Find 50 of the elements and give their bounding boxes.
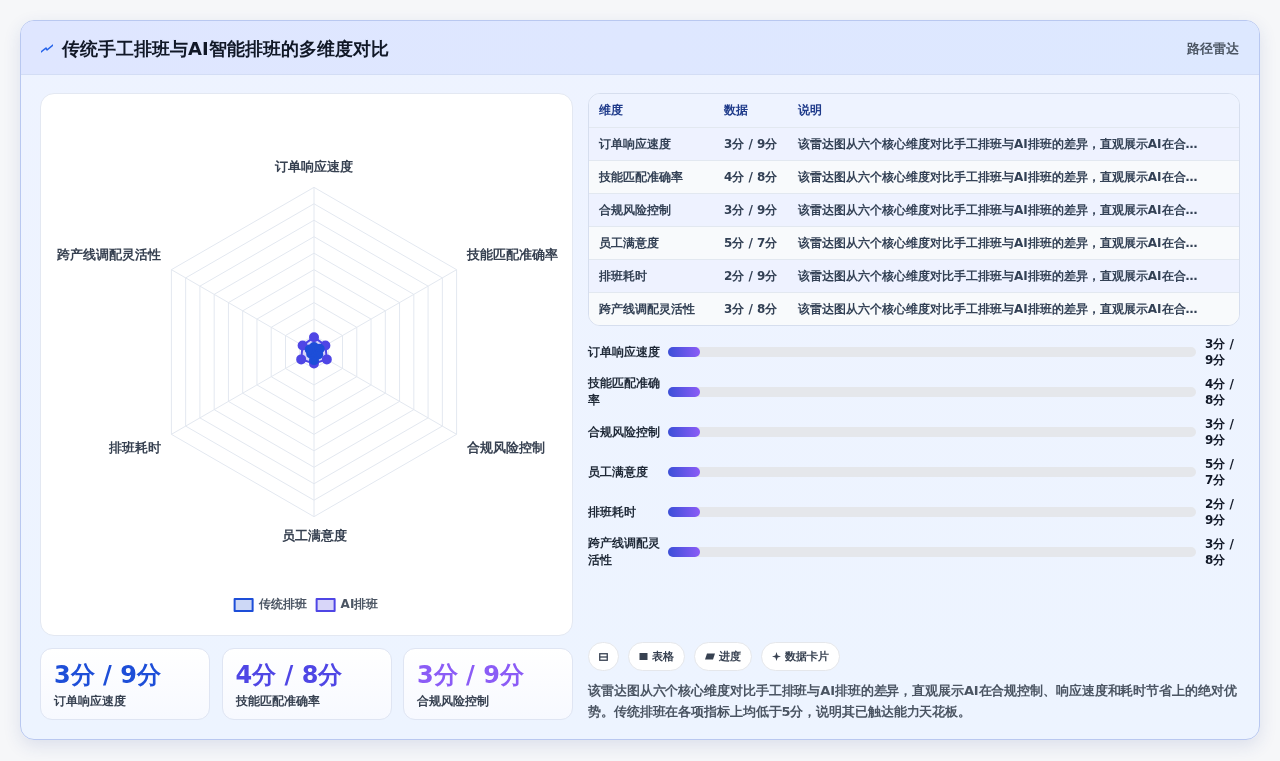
text: 跨产线调配灵活性	[599, 301, 695, 318]
text: 技能匹配准确率	[599, 169, 683, 186]
text: 合规风险控制	[417, 693, 489, 709]
text: 3分 / 9分	[1205, 416, 1235, 448]
chart-title: 传统手工排班与AI智能排班的多维度对比	[62, 37, 389, 61]
text: 3分 / 9分	[54, 660, 161, 691]
text: 4分 / 8分	[1205, 376, 1235, 408]
text: 该雷达图从六个核心维度对比手工排班与AI排班的差异，直观展示AI在合…	[798, 268, 1198, 285]
text: 维度	[599, 102, 623, 119]
text: 路径雷达	[1187, 40, 1239, 58]
text: 5分 / 7分	[1205, 456, 1235, 488]
text: 该雷达图从六个核心维度对比手工排班与AI排班的差异，直观展示AI在合…	[798, 169, 1198, 186]
text: 该雷达图从六个核心维度对比手工排班与AI排班的差异，直观展示AI在合…	[798, 235, 1198, 252]
spoke-label: 排班耗时	[108, 439, 161, 455]
legend-label: AI排班	[340, 597, 379, 612]
text: 5分 / 7分	[724, 235, 778, 252]
text: 该雷达图从六个核心维度对比手工排班与AI排班的差异，直观展示AI在合…	[798, 202, 1198, 219]
text: 4分 / 8分	[724, 169, 778, 186]
spoke-label: 合规风险控制	[466, 439, 545, 455]
spoke-label: 员工满意度	[281, 527, 347, 543]
text: 数据	[724, 102, 748, 119]
spoke-label: 跨产线调配灵活性	[56, 247, 161, 263]
text: 合规风险控制	[588, 423, 661, 441]
spoke-label: 技能匹配准确率	[466, 247, 558, 263]
text: 3分 / 8分	[1205, 536, 1235, 568]
text: 3分 / 9分	[724, 202, 778, 219]
text: 排班耗时	[588, 503, 637, 521]
text: 该雷达图从六个核心维度对比手工排班与AI排班的差异，直观展示AI在合…	[798, 136, 1198, 153]
text: 员工满意度	[599, 235, 659, 252]
text: 订单响应速度	[588, 343, 661, 361]
text: 技能匹配准确率	[588, 375, 661, 409]
legend-label: 传统排班	[257, 597, 307, 612]
text: 该雷达图从六个核心维度对比手工排班与AI排班的差异，直观展示AI在合…	[798, 301, 1198, 318]
text: 技能匹配准确率	[235, 693, 320, 709]
text: 订单响应速度	[599, 136, 671, 153]
text: 合规风险控制	[599, 202, 671, 219]
text: 3分 / 9分	[417, 660, 524, 691]
text: 跨产线调配灵活性	[588, 535, 661, 569]
text: 4分 / 8分	[235, 660, 343, 691]
text: 3分 / 8分	[724, 301, 778, 318]
text: 2分 / 9分	[1205, 496, 1235, 528]
text: 3分 / 9分	[1205, 336, 1235, 368]
text: 3分 / 9分	[724, 136, 778, 153]
text: 订单响应速度	[54, 693, 126, 709]
text: 说明	[798, 102, 822, 119]
text: 员工满意度	[588, 463, 649, 481]
spoke-label: 订单响应速度	[274, 158, 353, 174]
text: 该雷达图从六个核心维度对比手工排班与AI排班的差异，直观展示AI在合规控制、响应速度和耗时节省上的绝对优势。传统排班在各项指标上均低于5分，说明其已触达能力天花板。	[588, 682, 1238, 721]
text: 排班耗时	[599, 268, 647, 285]
text: 2分 / 9分	[724, 268, 778, 285]
